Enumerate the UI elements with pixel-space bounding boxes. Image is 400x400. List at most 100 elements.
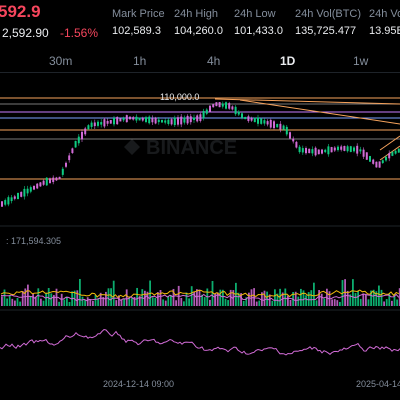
- volume-bar: [333, 299, 336, 306]
- volume-bar: [94, 294, 97, 306]
- candle-body: [324, 149, 327, 153]
- volume-bar: [214, 293, 216, 306]
- volume-bar: [133, 297, 136, 306]
- candle-body: [372, 159, 375, 164]
- candle-body: [55, 177, 58, 181]
- volume-bar: [3, 289, 6, 306]
- tab-4h[interactable]: 4h: [207, 54, 221, 68]
- candle-body: [122, 118, 125, 121]
- volume-bar: [8, 295, 11, 306]
- volume-bar: [227, 300, 229, 306]
- candles[interactable]: [1, 101, 400, 208]
- volume-bar: [45, 292, 47, 306]
- candle-body: [381, 160, 384, 163]
- candle-body: [100, 122, 103, 125]
- last-price: 592.9: [0, 2, 41, 21]
- candle-body: [199, 114, 202, 121]
- volume-bar: [219, 289, 222, 306]
- candle-body: [45, 177, 48, 186]
- candle-body: [308, 148, 311, 154]
- candle-body: [141, 118, 144, 121]
- candle-body: [173, 117, 176, 126]
- candle-body: [145, 117, 147, 123]
- tab-1h[interactable]: 1h: [133, 54, 147, 68]
- volume-bar: [222, 289, 224, 306]
- candle-body: [276, 124, 279, 128]
- candle-body: [23, 188, 26, 197]
- channel-line-upper: [379, 135, 400, 151]
- candle-body: [196, 115, 199, 122]
- volume-bar: [339, 301, 341, 306]
- volume-bar: [29, 296, 32, 306]
- candle-body: [20, 191, 23, 197]
- trend-line-down-2: [239, 99, 400, 125]
- candle-body: [161, 119, 163, 123]
- candle-body: [39, 182, 42, 187]
- date-label-1: 2024-12-14 09:00: [103, 379, 175, 389]
- volume-bar: [310, 290, 313, 306]
- candle-body: [26, 188, 29, 194]
- volume-bar: [201, 294, 203, 306]
- candle-body: [391, 151, 394, 156]
- candle-body: [205, 109, 208, 114]
- candle-body: [282, 125, 285, 130]
- volume-bar: [370, 290, 372, 306]
- candle-body: [87, 125, 90, 130]
- volume-bar: [261, 292, 263, 306]
- volume-bar: [268, 294, 271, 306]
- volume-bar: [315, 300, 318, 306]
- volume-bar: [302, 290, 305, 306]
- tab-1d[interactable]: 1D: [280, 54, 296, 68]
- volume-bar: [380, 289, 383, 306]
- volume-bar: [102, 297, 105, 306]
- candle-body: [1, 201, 3, 207]
- level-label: 110,000.0: [160, 92, 200, 102]
- watermark-text: BINANCE: [146, 137, 237, 159]
- volume-bar: [172, 288, 175, 306]
- candle-body: [65, 162, 67, 167]
- timeframe-divider: [0, 72, 400, 73]
- candle-body: [29, 187, 32, 192]
- candle-body: [298, 146, 301, 153]
- candle-body: [7, 197, 10, 205]
- candle-body: [279, 123, 282, 130]
- volume-bar: [190, 286, 193, 306]
- volume-bar: [131, 298, 133, 306]
- candle-body: [263, 120, 266, 124]
- volume-bar: [346, 290, 349, 306]
- candle-body: [68, 155, 71, 161]
- candle-body: [189, 116, 192, 123]
- candle-body: [292, 138, 295, 142]
- volume-bar: [279, 288, 281, 306]
- candle-body: [218, 102, 221, 108]
- candle-body: [260, 118, 263, 124]
- candle-body: [285, 126, 288, 135]
- candle-body: [113, 118, 115, 125]
- volume-bar: [300, 288, 302, 306]
- candle-body: [317, 149, 320, 155]
- volume-bar: [170, 295, 172, 306]
- volume-bar: [167, 296, 170, 306]
- volume-bar: [66, 296, 68, 306]
- volume-bar: [242, 301, 245, 306]
- volume-bar: [115, 300, 118, 306]
- tab-30m[interactable]: 30m: [49, 54, 73, 68]
- level-lines[interactable]: [0, 97, 400, 180]
- volume-bar: [331, 299, 333, 306]
- candle-body: [148, 116, 151, 124]
- candle-body: [71, 148, 74, 154]
- volume-bar: [297, 296, 300, 306]
- candle-body: [164, 120, 167, 123]
- candle-body: [77, 136, 80, 144]
- volume-bar: [375, 291, 378, 306]
- candle-body: [10, 197, 13, 202]
- volume-bars: [1, 278, 400, 306]
- tab-1w[interactable]: 1w: [353, 54, 369, 68]
- candle-body: [97, 121, 99, 126]
- volume-bar: [305, 295, 307, 306]
- candle-body: [273, 121, 275, 129]
- candle-body: [52, 177, 55, 183]
- candle-body: [215, 102, 218, 107]
- volume-bar: [40, 298, 42, 306]
